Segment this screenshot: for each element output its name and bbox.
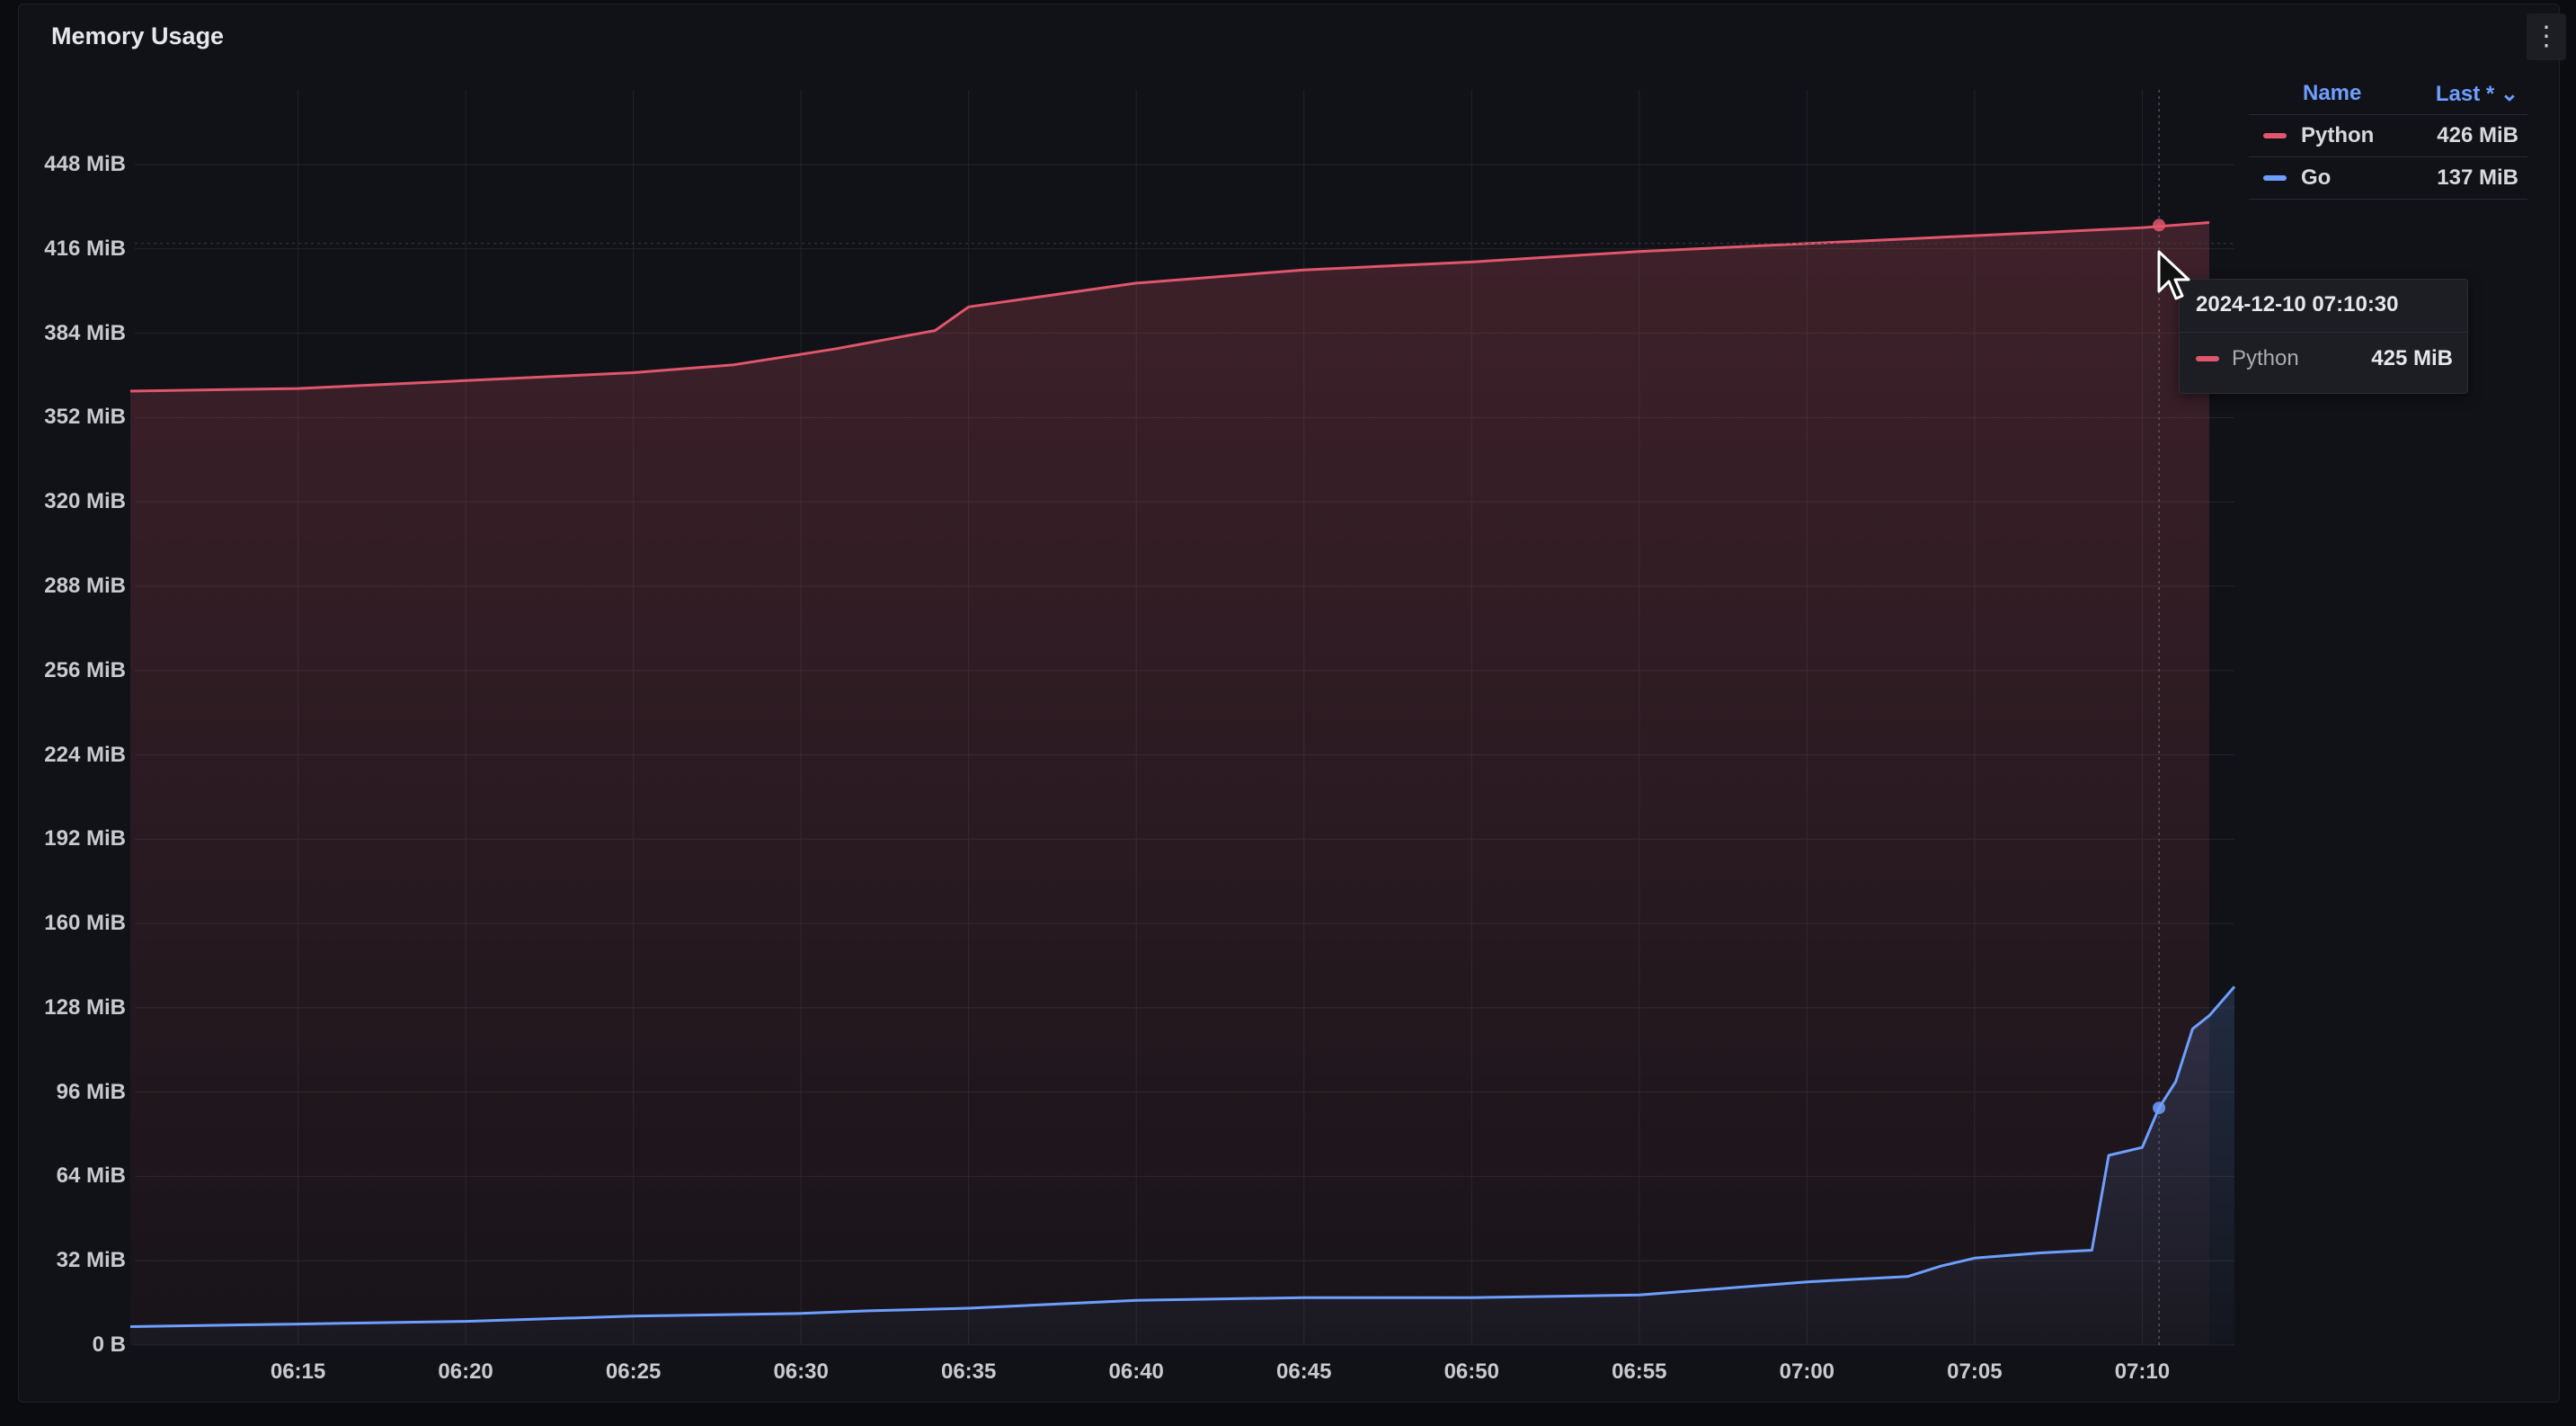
x-tick-label: 06:40 [1108, 1359, 1164, 1384]
mouse-cursor-icon [2157, 250, 2190, 300]
x-tick-label: 07:05 [1947, 1359, 2003, 1384]
legend-item-name: Go [2301, 165, 2332, 190]
y-tick-label: 160 MiB [44, 911, 126, 936]
y-tick-label: 0 B [92, 1332, 126, 1357]
series-areas [130, 222, 2234, 1345]
tooltip-time: 2024-12-10 07:10:30 [2196, 292, 2399, 316]
legend-item-python[interactable]: Python 426 MiB [2249, 115, 2527, 157]
hover-point-go [2153, 1101, 2166, 1115]
legend-swatch-go [2263, 175, 2287, 181]
y-tick-label: 256 MiB [44, 657, 126, 682]
tooltip-row: Python 425 MiB [2196, 346, 2453, 371]
y-tick-label: 288 MiB [44, 573, 126, 598]
hover-tooltip: 2024-12-10 07:10:30 Python 425 MiB [2179, 279, 2468, 394]
y-tick-label: 320 MiB [44, 489, 126, 514]
kebab-menu-icon[interactable]: ⋮ [2527, 13, 2566, 60]
series-area-go [130, 986, 2234, 1345]
legend-header-name[interactable]: Name [2303, 81, 2362, 105]
x-tick-label: 06:35 [940, 1359, 997, 1384]
x-tick-label: 06:50 [1443, 1359, 1499, 1384]
legend-swatch-python [2263, 133, 2287, 138]
y-tick-label: 384 MiB [44, 320, 126, 345]
x-tick-label: 06:55 [1612, 1359, 1667, 1384]
x-tick-label: 06:15 [270, 1359, 326, 1384]
x-tick-label: 06:20 [438, 1359, 493, 1384]
y-tick-label: 32 MiB [56, 1248, 126, 1273]
legend: Name Last * ⌄ Python 426 MiB Go 137 MiB [2249, 77, 2527, 200]
tooltip-series-name: Python [2232, 346, 2299, 370]
y-tick-label: 192 MiB [44, 826, 126, 851]
y-tick-label: 128 MiB [44, 994, 126, 1020]
legend-header: Name Last * ⌄ [2249, 77, 2527, 115]
x-tick-label: 06:30 [773, 1359, 829, 1384]
y-tick-label: 352 MiB [44, 405, 126, 430]
series-area-python [130, 222, 2209, 1345]
x-tick-label: 07:10 [2114, 1359, 2171, 1384]
hover-marks [135, 90, 2234, 1345]
x-tick-label: 06:45 [1276, 1359, 1332, 1384]
tooltip-value: 425 MiB [2371, 346, 2453, 370]
legend-header-last[interactable]: Last * ⌄ [2435, 82, 2518, 106]
tooltip-divider [2180, 332, 2467, 333]
legend-item-go[interactable]: Go 137 MiB [2249, 157, 2527, 200]
series-line-python [129, 221, 2210, 393]
legend-item-name: Python [2301, 123, 2375, 147]
y-tick-label: 64 MiB [56, 1163, 126, 1189]
hover-point-python [2153, 218, 2166, 232]
panel-title: Memory Usage [51, 22, 225, 49]
y-tick-label: 448 MiB [44, 152, 126, 176]
y-tick-label: 416 MiB [44, 236, 126, 261]
legend-item-value: 137 MiB [2437, 165, 2518, 190]
legend-item-value: 426 MiB [2437, 123, 2518, 147]
x-tick-label: 07:00 [1779, 1359, 1835, 1384]
x-tick-label: 06:25 [605, 1359, 662, 1384]
y-tick-label: 224 MiB [44, 742, 126, 767]
tooltip-swatch [2196, 356, 2219, 361]
y-tick-label: 96 MiB [56, 1079, 126, 1104]
